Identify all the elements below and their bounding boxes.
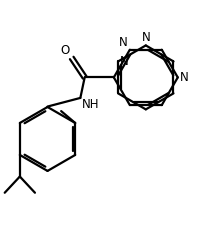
- Text: O: O: [61, 44, 70, 57]
- Text: N: N: [141, 31, 150, 44]
- Text: N: N: [179, 71, 188, 84]
- Text: N: N: [120, 55, 129, 68]
- Text: N: N: [119, 36, 128, 49]
- Text: NH: NH: [82, 98, 100, 111]
